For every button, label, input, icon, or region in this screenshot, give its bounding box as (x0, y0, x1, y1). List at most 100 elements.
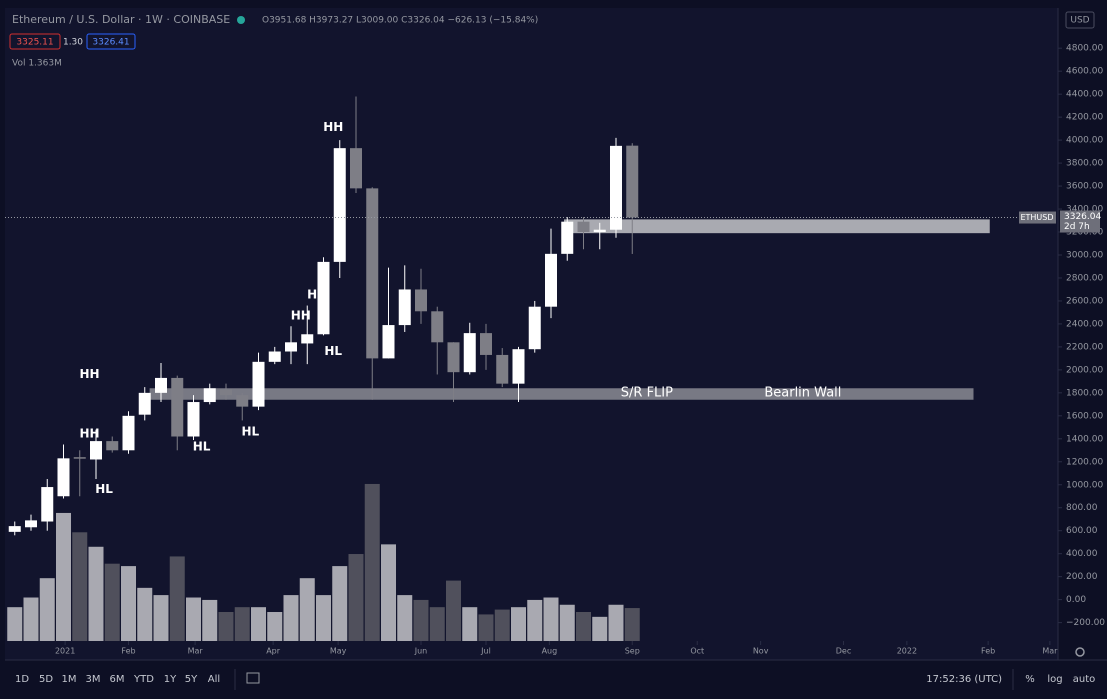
candle-body (122, 415, 135, 451)
candle-body (480, 333, 492, 355)
volume-bar (39, 578, 55, 641)
candle-body (366, 188, 379, 359)
scale-option[interactable]: log (1047, 674, 1062, 685)
currency[interactable]: USD (1070, 16, 1089, 26)
volume-bar (576, 612, 591, 641)
y-tick-label: 4800.00 (1066, 44, 1103, 54)
volume-bar (202, 599, 218, 641)
volume-bar (299, 578, 315, 641)
ask: 3326.41 (92, 38, 129, 48)
candle-body (610, 145, 622, 230)
volume-bar (462, 607, 478, 641)
annotation: HH (79, 427, 99, 441)
ask-box (86, 33, 136, 50)
settings-icon[interactable] (1075, 647, 1085, 657)
x-tick-label: Mar (188, 647, 204, 656)
volume-bar (56, 512, 71, 641)
volume-bar (494, 609, 510, 641)
candle-body (561, 221, 574, 254)
candle-body (155, 377, 167, 393)
annotation: S/R FLIP (621, 385, 673, 400)
y-tick-label: 1400.00 (1066, 434, 1103, 444)
candle-body (350, 148, 362, 189)
x-tick-label: Jul (480, 647, 491, 656)
range-button[interactable]: 3M (86, 674, 101, 685)
volume-bar (543, 597, 559, 641)
x-tick-label: Jun (414, 647, 428, 656)
y-tick-label: 2400.00 (1066, 319, 1103, 329)
annotation: HH (79, 367, 99, 381)
volume-bar (592, 616, 608, 641)
volume-bar (7, 607, 23, 641)
volume-bar (169, 556, 185, 641)
annotation: HH (291, 308, 311, 322)
y-tick-label: 2800.00 (1066, 273, 1103, 283)
range-button[interactable]: 5Y (185, 674, 198, 685)
volume-bar (137, 587, 153, 641)
candle-body (463, 333, 476, 373)
candle-body (41, 487, 54, 522)
annotation: HL (324, 344, 342, 358)
range-button[interactable]: 1M (62, 674, 77, 685)
spread: 1.30 (63, 38, 83, 48)
range-button[interactable]: All (208, 674, 220, 685)
volume-bar (72, 532, 88, 641)
range-button[interactable]: 6M (110, 674, 125, 685)
volume-bar (624, 608, 640, 641)
zone (149, 388, 974, 400)
y-tick-label: 3400.00 (1066, 205, 1103, 215)
y-tick-label: 4400.00 (1066, 90, 1103, 100)
volume-bar (364, 483, 380, 641)
currency-button[interactable] (1065, 11, 1095, 29)
range-button[interactable]: 1Y (164, 674, 177, 685)
volume-bar (316, 595, 331, 641)
volume-bar (413, 599, 429, 641)
annotation: Bearlin Wall (764, 385, 841, 400)
ohlc-readout: O3951.68 H3973.27 L3009.00 C3326.04 −626… (262, 16, 538, 26)
scale-option[interactable]: % (1025, 674, 1035, 685)
candle-body (90, 441, 102, 460)
y-tick-label: 3800.00 (1066, 159, 1103, 169)
y-tick-label: 1800.00 (1066, 388, 1103, 398)
volume-bar (104, 563, 120, 641)
x-tick-label: Apr (266, 647, 281, 656)
annotation: H (307, 288, 317, 302)
range-button[interactable]: YTD (133, 674, 154, 685)
range-button[interactable]: 1D (15, 674, 29, 685)
scale-option[interactable]: auto (1073, 674, 1096, 685)
candle-body (203, 388, 216, 403)
volume-legend: Vol 1.363M (12, 59, 62, 69)
candle-body (415, 289, 427, 312)
candle-body (106, 441, 119, 451)
volume-bar (218, 612, 234, 641)
candle-body (301, 334, 314, 344)
zone (564, 219, 990, 234)
y-tick-label: 200.00 (1066, 572, 1098, 582)
candle-body (528, 306, 541, 350)
x-tick-label: Oct (690, 647, 704, 656)
symbol-label: ETHUSD (1020, 213, 1053, 222)
range-button[interactable]: 5D (39, 674, 53, 685)
last-price-box (1060, 210, 1100, 233)
annotation: HL (242, 424, 260, 438)
y-tick-label: 1600.00 (1066, 411, 1103, 421)
volume-bar (234, 607, 250, 641)
volume-bar (527, 599, 543, 641)
volume-bar (348, 554, 364, 641)
x-tick-label: Nov (753, 647, 769, 656)
candle-body (252, 361, 265, 407)
volume-bar (478, 614, 494, 641)
x-tick-label: Feb (121, 647, 135, 656)
x-tick-label: Dec (836, 647, 851, 656)
volume-bar (267, 612, 283, 641)
y-tick-label: 800.00 (1066, 503, 1098, 513)
candle-body (382, 325, 395, 359)
annotation: HL (193, 439, 211, 453)
y-tick-label: 2200.00 (1066, 342, 1103, 352)
compare-icon[interactable] (246, 672, 260, 684)
candle-body (545, 253, 557, 307)
y-tick-label: 0.00 (1066, 595, 1086, 605)
y-tick-label: 400.00 (1066, 549, 1098, 559)
bid: 3325.11 (16, 38, 53, 48)
y-tick-label: 2000.00 (1066, 365, 1103, 375)
